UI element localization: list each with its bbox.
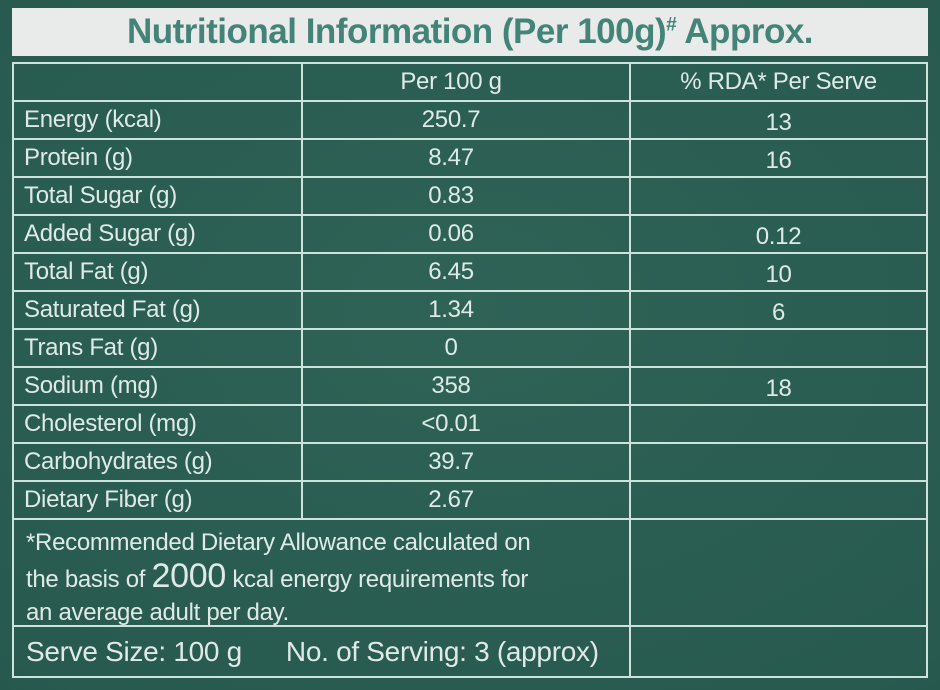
rda-footnote: *Recommended Dietary Allowance calculate…	[14, 520, 631, 627]
row-label-added-sugar: Added Sugar (g)	[14, 216, 303, 254]
rda-value-carbohydrates	[631, 444, 926, 482]
row-label-carbohydrates: Carbohydrates (g)	[14, 444, 303, 482]
serving-info: Serve Size: 100 g No. of Serving: 3 (appr…	[14, 627, 631, 676]
row-label-protein: Protein (g)	[14, 140, 303, 178]
rda-value-total-fat: 10	[631, 254, 926, 292]
column-header-per-100g: Per 100 g	[303, 64, 631, 102]
servings-count: No. of Serving: 3 (approx)	[285, 635, 599, 667]
rda-value-cholesterol	[631, 406, 926, 444]
column-header-rda-per-serve: % RDA* Per Serve	[631, 64, 926, 102]
per-100g-value-carbohydrates: 39.7	[303, 444, 631, 482]
rda-value-protein: 16	[631, 140, 926, 178]
rda-value-trans-fat	[631, 330, 926, 368]
per-100g-value-total-sugar: 0.83	[303, 178, 631, 216]
title-suffix: Approx.	[676, 12, 814, 51]
footnote-2000-kcal: 2000	[151, 557, 227, 595]
row-label-total-fat: Total Fat (g)	[14, 254, 303, 292]
per-100g-value-saturated-fat: 1.34	[303, 292, 631, 330]
rda-value-total-sugar	[631, 178, 926, 216]
rda-value-dietary-fiber	[631, 482, 926, 520]
serve-size: Serve Size: 100 g	[26, 635, 242, 667]
title-bar: Nutritional Information (Per 100g)# Appr…	[12, 8, 928, 56]
rda-value-added-sugar: 0.12	[631, 216, 926, 254]
per-100g-value-total-fat: 6.45	[303, 254, 631, 292]
serving-rda-empty-cell	[631, 627, 926, 676]
footnote-rda-empty-cell	[631, 520, 926, 627]
per-100g-value-dietary-fiber: 2.67	[303, 482, 631, 520]
row-label-total-sugar: Total Sugar (g)	[14, 178, 303, 216]
title-main: Nutritional Information (Per 100g)	[126, 12, 667, 51]
rda-value-energy: 13	[631, 102, 926, 140]
per-100g-value-protein: 8.47	[303, 140, 631, 178]
row-label-trans-fat: Trans Fat (g)	[14, 330, 303, 368]
per-100g-value-cholesterol: <0.01	[303, 406, 631, 444]
rda-value-sodium: 18	[631, 368, 926, 406]
row-label-sodium: Sodium (mg)	[14, 368, 303, 406]
row-label-dietary-fiber: Dietary Fiber (g)	[14, 482, 303, 520]
row-label-cholesterol: Cholesterol (mg)	[14, 406, 303, 444]
row-label-saturated-fat: Saturated Fat (g)	[14, 292, 303, 330]
per-100g-value-energy: 250.7	[303, 102, 631, 140]
rda-footnote-text: *Recommended Dietary Allowance calculate…	[26, 529, 531, 626]
title-superscript: #	[666, 14, 677, 36]
page-title: Nutritional Information (Per 100g)# Appr…	[126, 12, 814, 52]
per-100g-value-trans-fat: 0	[303, 330, 631, 368]
rda-value-saturated-fat: 6	[631, 292, 926, 330]
row-label-energy: Energy (kcal)	[14, 102, 303, 140]
nutrition-table: Per 100 g % RDA* Per Serve Energy (kcal)…	[12, 62, 928, 678]
column-header-blank	[14, 64, 303, 102]
per-100g-value-sodium: 358	[303, 368, 631, 406]
per-100g-value-added-sugar: 0.06	[303, 216, 631, 254]
